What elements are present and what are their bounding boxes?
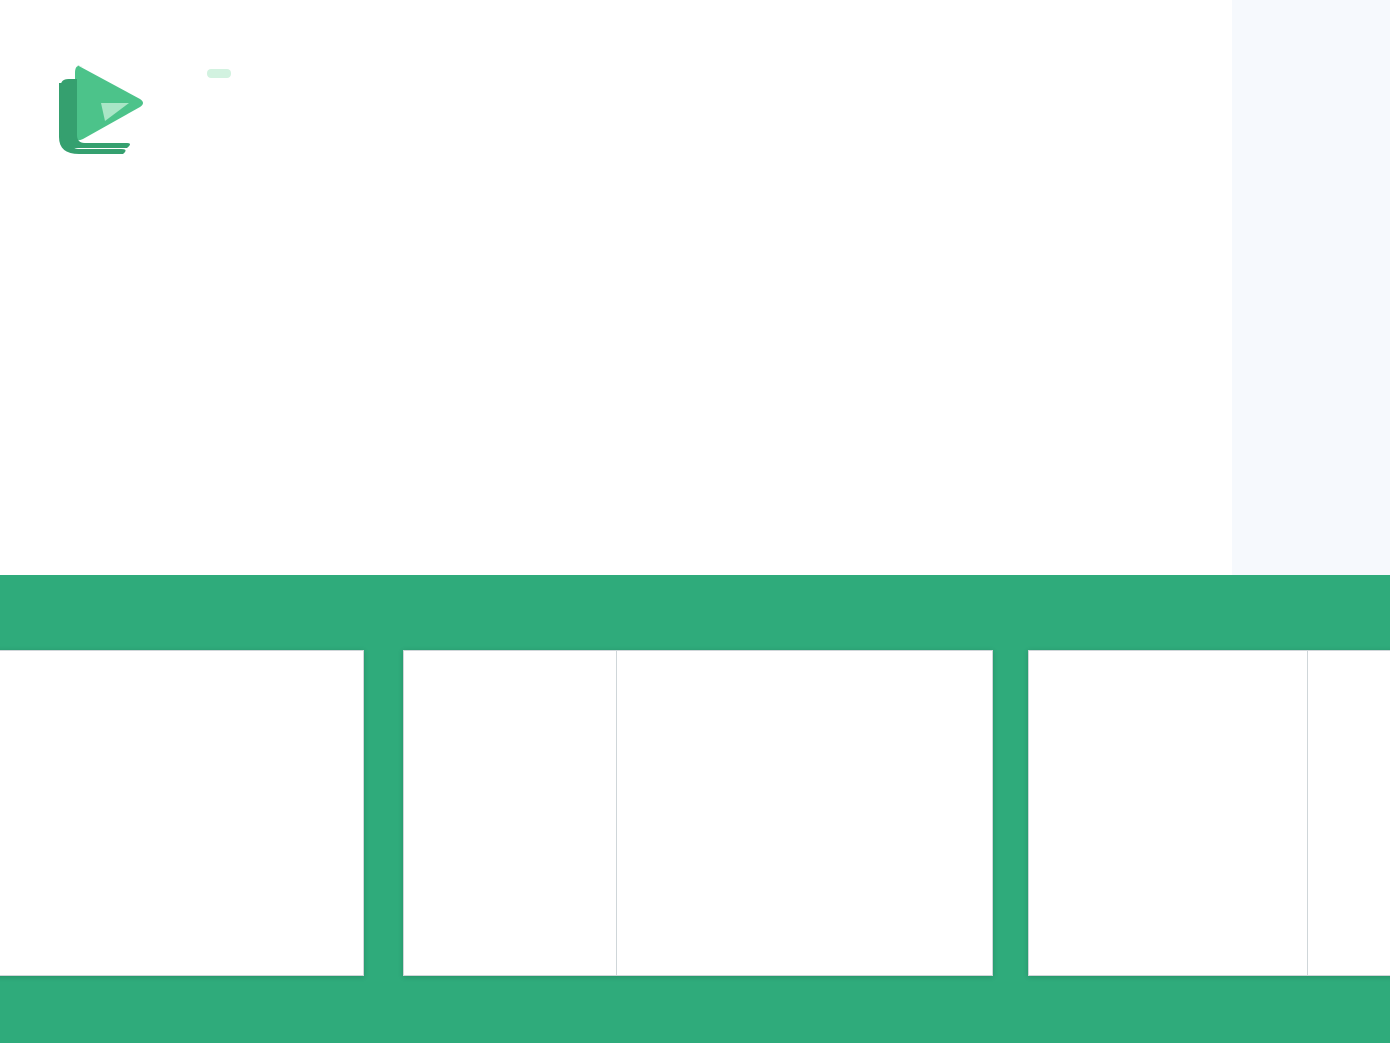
balance-sheet-screenshot-card[interactable] [1028,650,1390,976]
income-statement-screenshot-card[interactable] [403,650,993,976]
brand-logo[interactable] [55,55,475,160]
play-triangle-logo-icon [59,65,143,154]
hero-section [55,0,1390,575]
cash-flow-screenshot-card[interactable] [0,650,364,976]
ready-badge [207,69,231,78]
hero-side-panel [1232,0,1390,575]
